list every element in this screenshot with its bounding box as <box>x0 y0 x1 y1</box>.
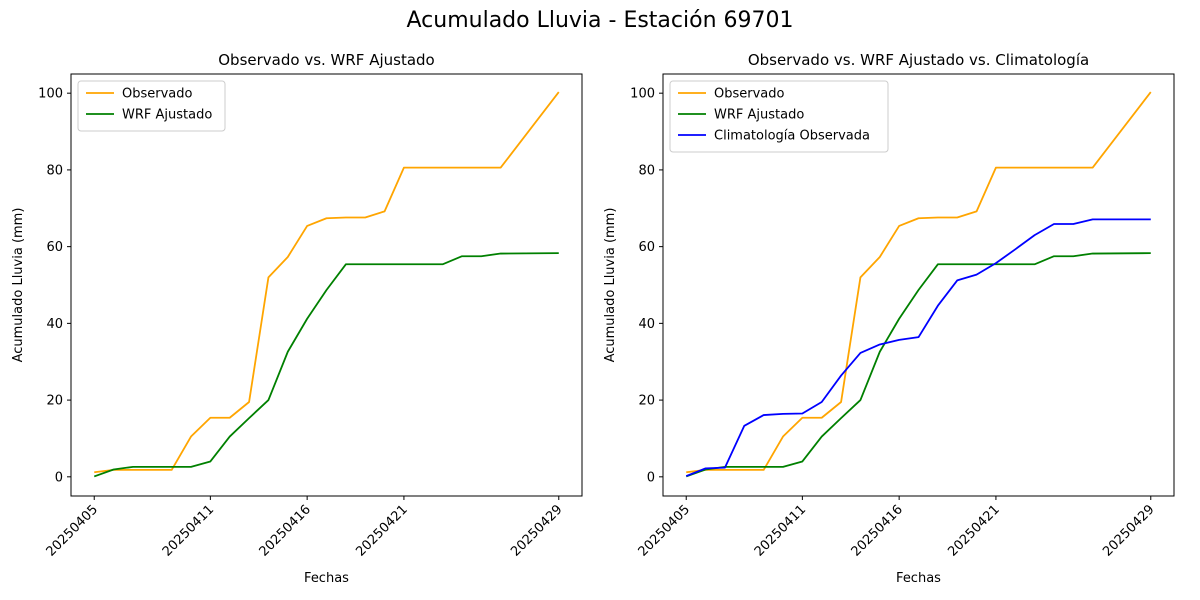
chart-2-legend-label-climatologia: Climatología Observada <box>714 129 870 144</box>
chart-2-x-tick-label: 20250416 <box>849 502 906 559</box>
chart-2-y-tick-label: 0 <box>647 470 655 485</box>
figure-suptitle: Acumulado Lluvia - Estación 69701 <box>406 8 794 33</box>
chart-2-y-tick-label: 60 <box>638 240 655 255</box>
chart-1-x-tick-label: 20250421 <box>353 502 410 559</box>
chart-panel-2: Observado vs. WRF Ajustado vs. Climatolo… <box>603 51 1175 586</box>
chart-2-series-line-observado <box>686 91 1152 474</box>
chart-2-x-tick-label: 20250405 <box>636 502 693 559</box>
chart-1-legend-label-observado: Observado <box>122 87 193 102</box>
chart-1-y-tick-label: 80 <box>46 163 63 178</box>
chart-2-x-tick-label: 20250429 <box>1100 502 1157 559</box>
chart-2-y-tick-label: 100 <box>630 87 655 102</box>
chart-1-y-tick-label: 60 <box>46 240 63 255</box>
chart-1-series-line-wrf <box>93 252 559 478</box>
chart-2-x-tick-label: 20250411 <box>752 502 809 559</box>
chart-2-y-tick-label: 40 <box>638 317 655 332</box>
chart-2-y-axis-label: Acumulado Lluvia (mm) <box>603 208 618 363</box>
chart-2-y-tick-label: 80 <box>638 163 655 178</box>
chart-1-legend-box <box>77 80 226 132</box>
chart-1-y-tick-label: 0 <box>55 470 63 485</box>
chart-1-y-tick-label: 40 <box>46 317 63 332</box>
chart-1-x-tick-label: 20250411 <box>160 502 217 559</box>
chart-1-y-tick-label: 100 <box>38 87 63 102</box>
chart-1-x-tick-label: 20250416 <box>257 502 314 559</box>
chart-2-y-tick-label: 20 <box>638 394 655 409</box>
chart-1-legend-label-wrf: WRF Ajustado <box>122 108 212 123</box>
chart-2-legend-label-observado: Observado <box>714 87 785 102</box>
chart-2-axes-frame <box>662 73 1175 497</box>
chart-2-x-axis-label: Fechas <box>896 571 941 586</box>
chart-2-x-tick-label: 20250421 <box>945 502 1002 559</box>
chart-1-x-tick-label: 20250405 <box>44 502 101 559</box>
chart-2-series-line-climatologia <box>685 218 1151 477</box>
chart-1-x-axis-label: Fechas <box>304 571 349 586</box>
chart-1-y-axis-label: Acumulado Lluvia (mm) <box>11 208 26 363</box>
chart-panel-1: Observado vs. WRF Ajustado 0 20 40 60 80 100 20… <box>11 51 583 586</box>
chart-2-legend-box <box>669 80 889 153</box>
chart-1-y-tick-label: 20 <box>46 394 63 409</box>
chart-1-axes-frame <box>70 73 583 497</box>
chart-2-title: Observado vs. WRF Ajustado vs. Climatolo… <box>748 51 1089 69</box>
chart-2-legend-label-wrf: WRF Ajustado <box>714 108 804 123</box>
chart-1-series-line-observado <box>94 91 560 474</box>
chart-2-series-line-wrf <box>685 252 1151 478</box>
chart-1-title: Observado vs. WRF Ajustado <box>218 51 434 69</box>
chart-1-x-tick-label: 20250429 <box>508 502 565 559</box>
